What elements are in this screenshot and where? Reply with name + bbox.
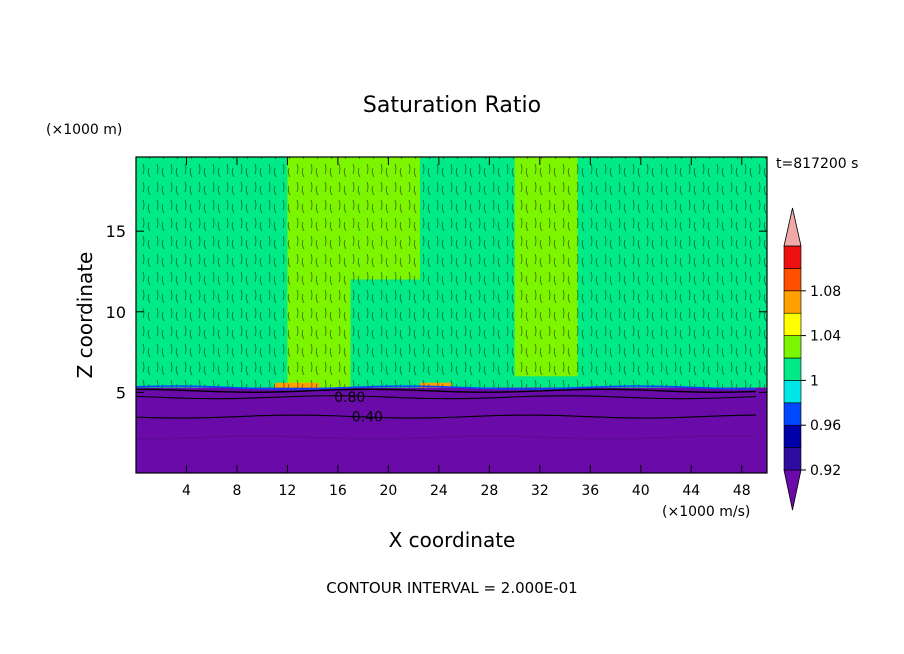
contour-interval-note: CONTOUR INTERVAL = 2.000E-01	[326, 579, 577, 597]
y-unit-label: (×1000 m)	[46, 122, 122, 138]
contour-line	[136, 395, 757, 400]
contour-field: 0.80 0.40	[136, 157, 767, 473]
cloud-texture	[136, 157, 767, 388]
y-tick-label: 15	[106, 222, 126, 241]
x-tick-label: 4	[182, 483, 191, 499]
x-tick-label: 20	[379, 483, 397, 499]
colorbar-bin	[783, 380, 802, 404]
plot-frame	[135, 156, 768, 474]
y-axis: 5 10 15	[106, 222, 767, 402]
colorbar-bin	[783, 424, 802, 448]
colorbar-bin	[783, 268, 802, 292]
x-tick-label: 40	[632, 483, 650, 499]
x-tick-label: 48	[733, 483, 751, 499]
colorbar-bin	[783, 207, 802, 247]
contour-line	[136, 388, 757, 393]
colorbar-label: 0.92	[810, 463, 841, 479]
colorbar-bin	[783, 245, 802, 269]
time-label: t=817200 s	[776, 156, 858, 172]
x-tick-label: 24	[430, 483, 448, 499]
x-tick-label: 28	[480, 483, 498, 499]
x-axis: 4 8 12 16 20 24 28 32 36 40 44 48	[182, 157, 751, 499]
region-boundary-layer	[136, 387, 767, 473]
colorbar-bin	[783, 312, 802, 336]
x-tick-label: 32	[531, 483, 549, 499]
x-tick-label: 16	[329, 483, 347, 499]
colorbar-bin	[783, 469, 802, 511]
colorbar-label: 0.96	[810, 418, 841, 434]
colorbar-label: 1.04	[810, 329, 841, 345]
colorbar-bin	[783, 447, 802, 471]
contour-line	[136, 435, 757, 440]
colorbar-bin	[783, 357, 802, 381]
y-tick-label: 10	[106, 303, 126, 322]
x-unit-label: (×1000 m/s)	[662, 504, 750, 520]
x-tick-label: 8	[232, 483, 241, 499]
chart-title: Saturation Ratio	[363, 93, 541, 118]
contour-line	[136, 385, 757, 390]
x-tick-label: 44	[682, 483, 700, 499]
colorbar-bin	[783, 335, 802, 359]
y-tick-label: 5	[116, 383, 126, 402]
contour-label: 0.80	[334, 390, 365, 406]
x-tick-label: 36	[581, 483, 599, 499]
colorbar-bin	[783, 290, 802, 314]
colorbar: 0.92 0.96 1 1.04 1.08	[783, 207, 841, 511]
contour-line	[136, 414, 757, 419]
x-axis-label: X coordinate	[389, 528, 516, 552]
colorbar-label: 1	[810, 373, 819, 389]
contour-label: 0.40	[352, 410, 383, 426]
y-axis-label: Z coordinate	[73, 252, 97, 379]
x-tick-label: 12	[279, 483, 297, 499]
colorbar-bin	[783, 402, 802, 426]
colorbar-label: 1.08	[810, 284, 841, 300]
